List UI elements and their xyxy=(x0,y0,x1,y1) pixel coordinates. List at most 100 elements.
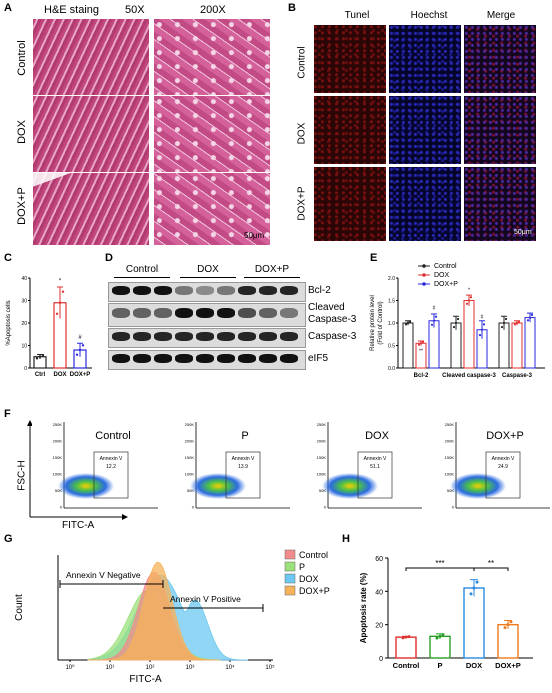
g-legend-swatch xyxy=(284,549,296,560)
g-ylabel: Count xyxy=(14,594,25,621)
panel-letter-e: E xyxy=(370,252,378,264)
group-line-dox xyxy=(180,277,236,278)
c-point xyxy=(38,355,42,358)
merge-dox xyxy=(464,96,536,164)
h-bar xyxy=(395,636,417,659)
e-point xyxy=(528,316,532,319)
blot-band xyxy=(196,286,214,295)
g-xtick-label: 10⁵ xyxy=(265,664,275,671)
hoechst-dox xyxy=(389,96,461,164)
gate-label: Annexin V xyxy=(232,456,255,462)
flow-ytick-label: 50K xyxy=(55,488,62,493)
row-label-doxp-a: DOX+P xyxy=(16,187,28,225)
e-point xyxy=(465,302,469,305)
protein-label-eif5: eIF5 xyxy=(308,353,329,364)
h-xtick-label: P xyxy=(437,661,442,670)
blot-band xyxy=(133,332,151,341)
e-point xyxy=(469,296,473,299)
e-ylabel-2: (Fold of Control) xyxy=(378,301,384,344)
e-legend-marker xyxy=(422,273,426,277)
flow-plot-title: DOX xyxy=(365,430,389,442)
tunel-doxp xyxy=(314,167,386,241)
e-point xyxy=(482,323,486,326)
blot-band xyxy=(280,308,298,318)
blot-band xyxy=(112,308,130,318)
g-xtick-label: 10² xyxy=(146,665,155,671)
flow-plot-title: Control xyxy=(95,430,131,442)
e-point xyxy=(504,317,508,321)
e-bar xyxy=(415,342,427,369)
g-legend-swatch xyxy=(284,585,296,596)
h-ytick-label: 60 xyxy=(375,556,383,563)
flow-ytick-label: 200K xyxy=(445,439,455,444)
merge-control xyxy=(464,25,536,93)
blot-band xyxy=(217,308,235,318)
c-sig-star: * xyxy=(59,279,62,285)
chart-c: 0 10 20 30 40 %Apoptosis cells Ctrl DOX DOX+P * # xyxy=(6,276,92,378)
h-point xyxy=(401,636,405,640)
h-sig-bracket xyxy=(473,567,509,571)
gate-label: Annexin V xyxy=(364,456,387,462)
e-xtick-label: Bcl-2 xyxy=(414,373,429,379)
h-ytick-label: 40 xyxy=(375,589,383,596)
flow-ytick-label: 150K xyxy=(185,455,195,460)
annexin-gate xyxy=(485,451,521,499)
row-label-control-b: Control xyxy=(296,46,308,79)
panel-letter-f: F xyxy=(4,408,11,420)
flow-ytick-label: 200K xyxy=(317,439,327,444)
e-point xyxy=(408,320,412,323)
panel-letter-c: C xyxy=(4,252,12,264)
flow-xlabel: FITC-A xyxy=(62,520,95,531)
e-point xyxy=(530,313,534,316)
e-point xyxy=(406,321,410,325)
h-xtick-label: DOX xyxy=(466,661,482,670)
h-xtick-label: DOX+P xyxy=(495,661,521,670)
e-ylabel-1: Relative protein level xyxy=(370,295,376,351)
e-sig: ** xyxy=(419,348,423,354)
h-sig-label: ** xyxy=(488,559,494,568)
blot-band xyxy=(154,354,172,363)
e-ytick-label: 2.0 xyxy=(388,276,395,282)
flow-plot: P 250K 200K 150K 100K 50K 0 Annexin V 13.9 xyxy=(180,418,292,514)
e-point xyxy=(417,343,421,346)
h-point xyxy=(475,580,479,584)
histogram-g: 10⁰ 10¹ 10² 10³ 10⁴ 10⁵ Count FITC-A Annexin V N… xyxy=(14,549,330,685)
h-bar xyxy=(429,635,451,659)
flow-ytick-label: 100K xyxy=(53,472,63,477)
blot-band xyxy=(280,332,298,341)
hoechst-doxp xyxy=(389,167,461,241)
scale-bar-label-a: 50μm xyxy=(244,231,265,240)
c-xtick-label: Ctrl xyxy=(35,372,46,378)
blot-band xyxy=(133,286,151,295)
e-bar xyxy=(511,322,523,369)
e-point xyxy=(404,323,408,326)
annexin-gate xyxy=(93,451,129,499)
e-ytick-label: 1.5 xyxy=(388,299,395,305)
flow-ytick-label: 200K xyxy=(53,439,63,444)
protein-label-casp3: Caspase-3 xyxy=(308,331,357,342)
h-point xyxy=(441,633,445,637)
h-point xyxy=(472,586,476,590)
he-50x-doxp xyxy=(33,173,149,245)
blot-band xyxy=(112,286,130,295)
flow-plot-svg: 250K 200K 150K 100K 50K 0 Annexin V 12.2 xyxy=(53,422,158,510)
blot-band xyxy=(259,332,277,341)
blot-band xyxy=(280,354,298,363)
annexin-gate xyxy=(357,451,393,499)
blot-band xyxy=(196,354,214,363)
h-point xyxy=(438,634,442,638)
flow-scatter-cloud xyxy=(58,473,114,499)
blot-band xyxy=(175,308,193,318)
gate-value: 12.2 xyxy=(106,464,116,470)
group-line-control xyxy=(114,277,170,278)
blot-band xyxy=(259,308,277,318)
e-point xyxy=(513,323,517,326)
annexin-gate xyxy=(225,451,261,499)
gate-value: 51.1 xyxy=(370,464,380,470)
col-label-merge: Merge xyxy=(486,10,516,21)
e-point xyxy=(478,334,482,337)
g-xtick-label: 10⁰ xyxy=(65,664,75,671)
flow-ytick-label: 150K xyxy=(445,455,455,460)
e-sig: # xyxy=(481,315,484,321)
flow-ytick-label: 100K xyxy=(445,472,455,477)
